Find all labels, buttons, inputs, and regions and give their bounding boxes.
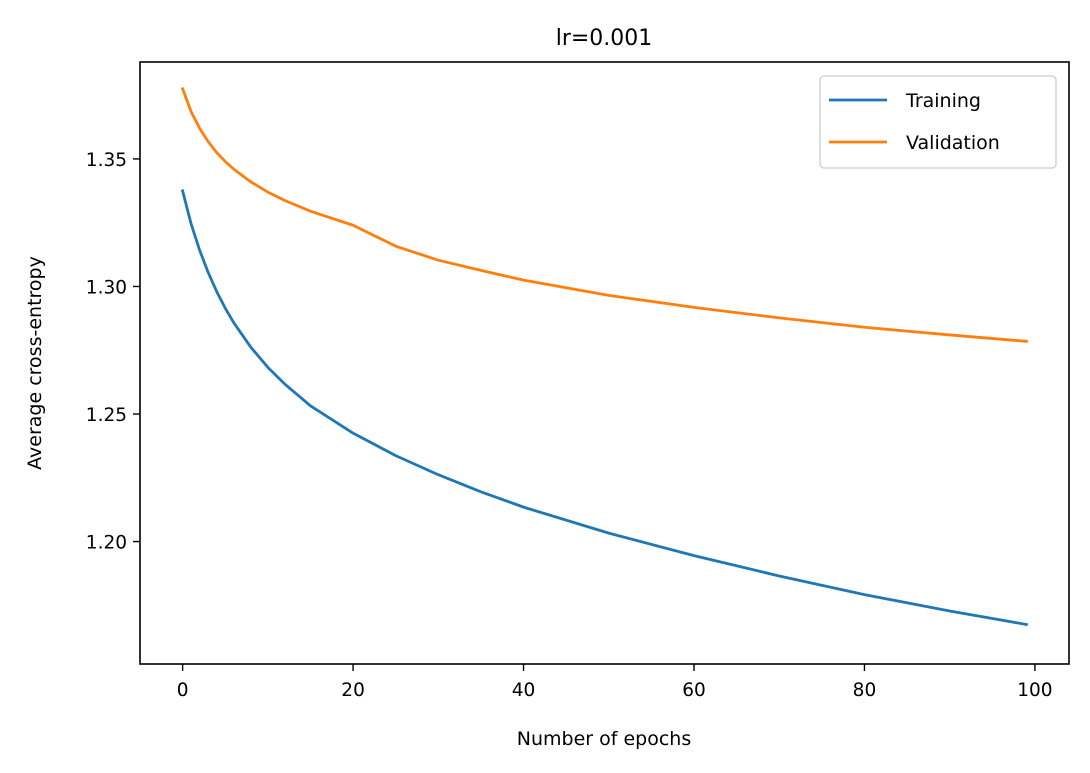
x-tick-label: 0 <box>177 680 189 701</box>
y-tick-label: 1.35 <box>86 150 127 171</box>
series-layer <box>180 86 1029 627</box>
legend-label-validation: Validation <box>906 132 1000 154</box>
chart-title: lr=0.001 <box>556 26 653 51</box>
y-axis-label: Average cross-entropy <box>24 256 46 470</box>
x-tick-label: 60 <box>682 680 706 701</box>
x-axis-ticks: 0 20 40 60 80 100 <box>177 664 1053 701</box>
x-tick-label: 20 <box>341 680 365 701</box>
series-line-training <box>180 189 1029 627</box>
x-tick-label: 40 <box>512 680 536 701</box>
y-axis-ticks: 1.20 1.25 1.30 1.35 <box>86 150 140 554</box>
x-tick-label: 80 <box>853 680 877 701</box>
legend-label-training: Training <box>905 90 981 112</box>
y-tick-label: 1.20 <box>86 533 127 554</box>
x-axis-label: Number of epochs <box>517 728 691 750</box>
legend: Training Validation <box>819 75 1057 169</box>
series-line-validation <box>180 86 1028 343</box>
axes-spines <box>139 61 1070 665</box>
y-tick-label: 1.25 <box>86 405 127 426</box>
x-tick-label: 100 <box>1017 680 1052 701</box>
axes-frame <box>139 61 1070 665</box>
y-tick-label: 1.30 <box>86 277 127 298</box>
